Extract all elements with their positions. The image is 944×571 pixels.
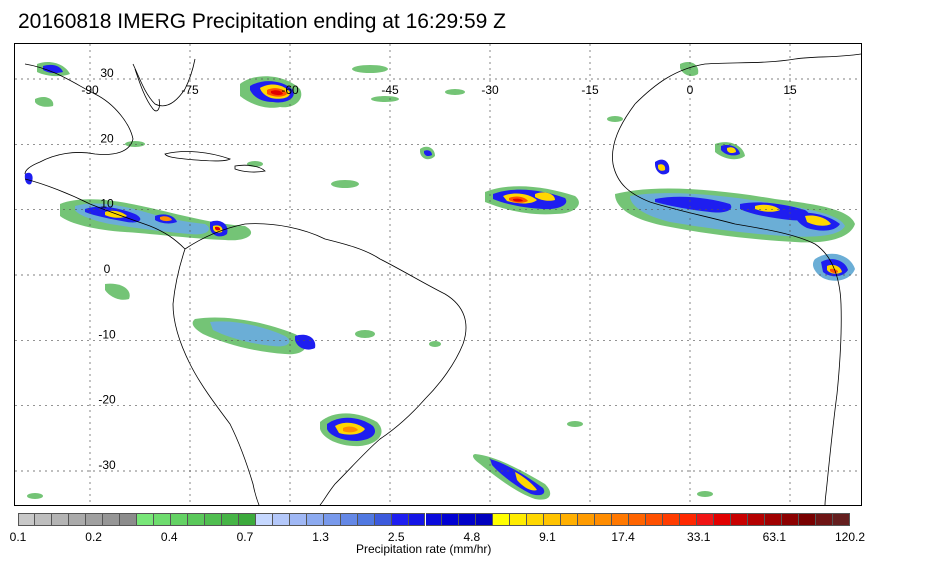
longitude-label: -30 [481, 83, 499, 97]
precip-cluster-south-atlantic [472, 454, 551, 500]
colorbar-swatch [357, 513, 375, 526]
latitude-label: 0 [104, 262, 111, 276]
colorbar-swatch [510, 513, 528, 526]
latitude-label: -10 [98, 327, 116, 341]
longitude-label: 0 [687, 83, 694, 97]
colorbar-swatch [255, 513, 273, 526]
colorbar-swatch [238, 513, 256, 526]
colorbar-swatch [18, 513, 35, 526]
colorbar-swatch [323, 513, 341, 526]
colorbar-tick-label: 17.4 [611, 530, 635, 544]
longitude-label: -90 [81, 83, 99, 97]
colorbar-swatch [136, 513, 154, 526]
colorbar-swatch [765, 513, 783, 526]
longitude-label: -15 [581, 83, 599, 97]
map-title: 20160818 IMERG Precipitation ending at 1… [18, 10, 506, 33]
latitude-label: 10 [100, 197, 114, 211]
colorbar-title: Precipitation rate (mm/hr) [356, 542, 492, 556]
colorbar-swatch [578, 513, 596, 526]
lat-lon-grid [15, 44, 861, 505]
colorbar-swatch [34, 513, 52, 526]
colorbar-swatch [391, 513, 409, 526]
colorbar-tick-label: 63.1 [762, 530, 787, 544]
colorbar-swatch [561, 513, 579, 526]
colorbar-swatch [459, 513, 477, 526]
latitude-label: -30 [98, 458, 116, 472]
colorbar-swatch [595, 513, 613, 526]
colorbar-swatch [816, 513, 833, 526]
colorbar-tick-label: 0.1 [9, 530, 27, 544]
colorbar-swatch [748, 513, 766, 526]
latitude-label: 30 [100, 66, 114, 80]
colorbar-swatch [612, 513, 630, 526]
colorbar-swatch [442, 513, 460, 526]
colorbar-tick-label: 9.1 [539, 530, 556, 544]
colorbar-swatch [646, 513, 664, 526]
precip-cluster-south-brazil [320, 413, 382, 447]
longitude-label: -45 [381, 83, 399, 97]
colorbar-swatch [119, 513, 137, 526]
colorbar-swatch [289, 513, 307, 526]
colorbar-swatch [527, 513, 545, 526]
precip-cluster-west-africa [615, 62, 855, 281]
colorbar-swatch [408, 513, 426, 526]
colorbar-swatch [782, 513, 800, 526]
colorbar-tick-label: 33.1 [687, 530, 711, 544]
colorbar-swatch [799, 513, 817, 526]
latitude-label: -20 [98, 393, 116, 407]
colorbar-tick-label: 0.2 [85, 530, 102, 544]
precip-cluster-gulf [35, 62, 70, 107]
precip-cluster-caribbean [24, 172, 252, 241]
precipitation-layer [24, 62, 855, 500]
colorbar-swatch [170, 513, 188, 526]
colorbar-tick-label: 4.8 [463, 530, 481, 544]
colorbar-swatch [476, 513, 494, 526]
colorbar-tick-label: 1.3 [312, 530, 329, 544]
longitude-label: 15 [783, 83, 797, 97]
colorbar-swatch [102, 513, 120, 526]
longitude-label: -60 [281, 83, 299, 97]
precip-cluster-amazon [105, 283, 316, 355]
colorbar-swatch [51, 513, 69, 526]
colorbar-swatch [187, 513, 205, 526]
colorbar-swatch [272, 513, 290, 526]
colorbar-swatch [663, 513, 681, 526]
precip-scattered [27, 65, 713, 499]
colorbar-swatch [833, 513, 850, 526]
latitude-label: 20 [100, 131, 114, 145]
colorbar-swatch [85, 513, 103, 526]
colorbar-tick-label: 0.7 [236, 530, 254, 544]
coastlines [24, 53, 861, 505]
longitude-label: -75 [181, 83, 199, 97]
colorbar-swatch [697, 513, 715, 526]
colorbar-swatch [68, 513, 86, 526]
colorbar-swatch [731, 513, 749, 526]
precipitation-colorbar [18, 513, 850, 526]
precip-cluster-mid-atlantic [420, 146, 579, 215]
precipitation-map: -90 -75 -60 -45 -30 -15 0 15 30 20 10 0 -10 -20 -30 [14, 43, 862, 506]
colorbar-swatch [425, 513, 443, 526]
colorbar-swatch [680, 513, 698, 526]
colorbar-swatch [306, 513, 324, 526]
colorbar-tick-label: 0.4 [160, 530, 178, 544]
colorbar-swatch [714, 513, 732, 526]
colorbar-swatch [204, 513, 222, 526]
colorbar-swatch [374, 513, 392, 526]
colorbar-swatch [221, 513, 239, 526]
precip-cluster-north-atlantic [240, 76, 302, 108]
grid-labels: -90 -75 -60 -45 -30 -15 0 15 30 20 10 0 -10 -20 -30 [81, 66, 797, 472]
colorbar-swatch [493, 513, 511, 526]
colorbar-tick-label: 2.5 [387, 530, 405, 544]
colorbar-swatch [544, 513, 562, 526]
map-canvas: -90 -75 -60 -45 -30 -15 0 15 30 20 10 0 -10 -20 -30 [15, 44, 861, 505]
colorbar-swatch [340, 513, 358, 526]
colorbar-swatch [629, 513, 647, 526]
colorbar-tick-label: 120.2 [834, 530, 866, 544]
colorbar-swatch [153, 513, 171, 526]
